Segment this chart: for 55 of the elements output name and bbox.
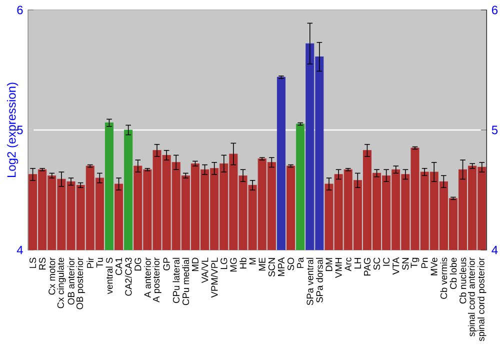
x-tick-label: Tg <box>410 258 420 268</box>
x-tick-label: CPu lateral <box>172 258 180 303</box>
x-tick-label: SPa ventral <box>306 258 314 306</box>
x-tick-label: RS <box>39 258 46 270</box>
x-tick-label: ME <box>258 258 266 271</box>
x-tick-label: Pn <box>421 258 428 268</box>
x-tick-label: Cb vermis <box>440 258 448 299</box>
x-tick-label: Arc <box>344 258 352 272</box>
x-tick-label: CA2/CA3 <box>124 258 132 296</box>
y-axis-title: Log2 (expression) <box>6 82 18 178</box>
y2-tick-label: 6 <box>492 6 498 14</box>
x-tick-label: CA1 <box>115 258 122 275</box>
y-tick-label: 4 <box>16 246 23 254</box>
y-tick-label: 5 <box>17 126 23 134</box>
x-tick-label: VPM/VPL <box>210 258 218 298</box>
x-tick-label: Pa <box>297 257 304 268</box>
y-tick-label: 6 <box>17 6 23 14</box>
x-tick-label: LS <box>29 258 36 268</box>
x-tick-label: ventral S <box>106 258 113 294</box>
x-tick-label: PAG <box>364 258 371 276</box>
x-tick-label: OB anterior <box>68 257 74 305</box>
x-tick-label: DM <box>326 258 332 272</box>
x-tick-label: MVe <box>430 258 438 276</box>
x-tick-label: SPa dorsal <box>316 258 323 303</box>
x-tick-label: SO <box>287 258 294 270</box>
x-tick-label: SC <box>373 258 380 270</box>
y2-tick-label: 5 <box>492 126 498 134</box>
x-tick-label: Cb nucleus <box>459 258 466 304</box>
x-tick-label: VTA <box>392 257 400 275</box>
x-tick-label: spinal cord posterior <box>478 257 486 342</box>
x-tick-label: LG <box>220 258 228 269</box>
x-tick-label: Cx motor <box>48 257 56 295</box>
x-tick-label: Cx cingulate <box>57 258 66 308</box>
x-tick-label: LH <box>354 258 361 268</box>
x-tick-label: Hb <box>240 258 246 268</box>
x-tick-label: GP <box>163 258 170 270</box>
x-tick-label: MG <box>230 258 237 272</box>
x-tick-label: VA/VL <box>201 258 208 284</box>
x-tick-label: OB posterior <box>76 257 85 310</box>
x-tick-label: Tu <box>96 258 103 268</box>
x-tick-label: M <box>249 258 256 264</box>
x-tick-label: MD <box>192 258 198 272</box>
x-tick-label: SCN <box>268 258 275 277</box>
x-tick-label: A anterior <box>144 257 151 298</box>
x-tick-label: spinal cord anterior <box>468 257 477 336</box>
x-tick-label: CPu medial <box>182 258 190 306</box>
x-tick-label: Cb lobe <box>450 258 457 289</box>
x-tick-label: VMH <box>335 258 342 278</box>
x-tick-label: Pir <box>86 257 94 268</box>
x-tick-label: A posterior <box>152 257 162 302</box>
y2-tick-label: 4 <box>492 246 498 254</box>
x-tick-label: DG <box>134 258 142 271</box>
x-tick-label: SN <box>402 258 409 270</box>
x-tick-label: IC <box>383 258 390 266</box>
x-tick-label: MPA <box>278 257 284 276</box>
